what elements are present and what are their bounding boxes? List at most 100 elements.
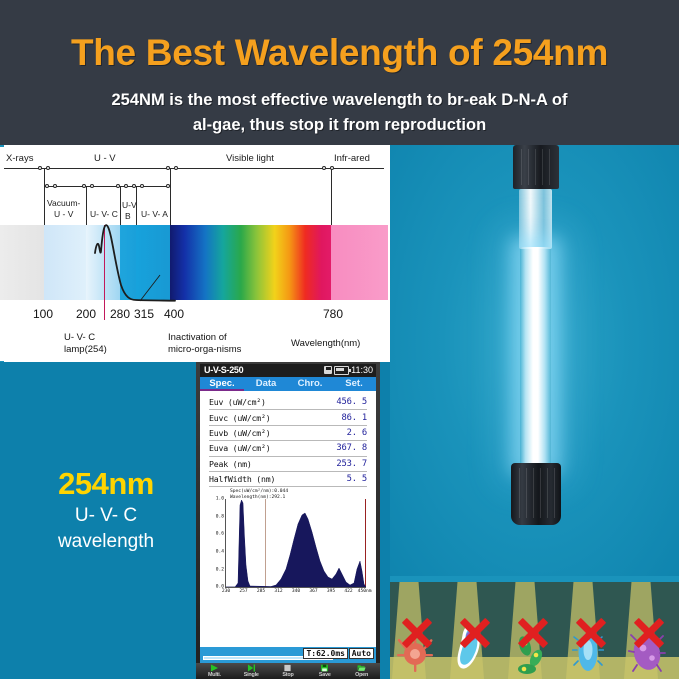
ruler-dot [330, 166, 334, 170]
subband-label-uva: U- V- A [141, 209, 168, 219]
device-clock: 11:30 [351, 365, 373, 375]
subband-label-uvc: U- V- C [90, 209, 118, 219]
x-tick: 285 [256, 588, 266, 594]
toolbar-button-single[interactable]: Single [233, 663, 270, 679]
tab-spec[interactable]: Spec. [200, 377, 244, 391]
subband-label-uvb-1: U-V [122, 200, 137, 210]
device-spectrum-plot: Spec(uW/cm²/nm):0.044 Wavelength(nm):292… [200, 487, 376, 606]
callout-inactivation-line2: micro-orga-nisms [168, 344, 242, 355]
table-row: HalfWidth (nm) 5. 5 [209, 472, 368, 488]
play-icon [210, 664, 218, 672]
ruler-dot [124, 184, 128, 188]
band-uva [136, 225, 170, 300]
integration-time-field[interactable]: T:62.0ms [303, 648, 348, 659]
row-key: Euv (uW/cm²) [209, 397, 266, 408]
toolbar-label: Multi. [207, 672, 221, 678]
subband-label-uvb-2: B [125, 211, 131, 221]
spectrum-color-band [0, 225, 388, 300]
toolbar-button-save[interactable]: Save [306, 663, 343, 679]
row-key: Euva (uW/cm²) [209, 443, 271, 454]
table-row: Peak (nm) 253. 7 [209, 457, 367, 472]
top-ruler-line [4, 168, 384, 169]
row-key: Euvb (uW/cm²) [209, 427, 271, 438]
ruler-dot [322, 166, 326, 170]
device-model-label: U-V-S-250 [204, 365, 244, 375]
ruler-dot [132, 184, 136, 188]
sd-card-icon [324, 366, 333, 374]
header-banner: The Best Wavelength of 254nm 254NM is th… [0, 0, 679, 145]
spectrum-trace [226, 499, 366, 588]
device-status-bar: U-V-S-250 11:30 [200, 364, 376, 377]
device-tab-bar[interactable]: Spec. Data Chro. Set. [200, 377, 376, 391]
tab-chro[interactable]: Chro. [297, 378, 323, 389]
plot-annotation: Spec(uW/cm²/nm):0.044 Wavelength(nm):292… [230, 489, 288, 501]
band-label-visible: Visible light [226, 153, 274, 164]
row-value: 2. 6 [346, 427, 368, 438]
electromagnetic-spectrum-chart: X-rays U - V Visible light Infr-ared Vac… [0, 147, 388, 361]
red-x-icon [574, 616, 608, 650]
axis-tick-280: 280 [110, 307, 131, 321]
plot-area: 1.0 0.8 0.6 0.4 0.2 0.0 230 257 285 312 … [216, 497, 372, 594]
battery-icon [334, 365, 352, 375]
row-key: HalfWidth (nm) [209, 474, 276, 485]
band-vacuum-uv [44, 225, 86, 300]
device-toolbar[interactable]: Multi. Single Stop Save [196, 663, 380, 679]
x-tick: 450nm [357, 588, 372, 594]
plot-annotation-wavelength: Wavelength(nm):292.1 [230, 495, 286, 501]
band-label-xrays: X-rays [6, 153, 34, 164]
uvc-254-marker-line [104, 225, 106, 320]
subband-label-vacuum-uv-2: U - V [54, 209, 74, 219]
red-x-icon [458, 616, 492, 650]
toolbar-button-stop[interactable]: Stop [270, 663, 307, 679]
table-row: Euvc (uW/cm²) 86. 1 [209, 410, 368, 426]
callout-inactivation-line1: Inactivation of [168, 332, 227, 343]
axis-tick-780: 780 [323, 307, 344, 321]
band-label-infrared: Infr-ared [334, 153, 370, 164]
callout-uvc-lamp: U- V- C lamp(254) [64, 332, 107, 356]
lamp-glowing-tube [520, 247, 551, 465]
floppy-save-icon [321, 664, 329, 672]
ruler-dot [82, 184, 86, 188]
uvc-emission-curve [94, 224, 176, 302]
toolbar-button-multi[interactable]: Multi. [196, 663, 233, 679]
table-row: Euv (uW/cm²) 456. 5 [209, 395, 367, 411]
pond-top-strip [390, 576, 679, 584]
callout-inactivation: Inactivation of micro-orga-nisms [168, 332, 241, 356]
axis-tick-315: 315 [134, 307, 155, 321]
gain-mode-field[interactable]: Auto [348, 648, 374, 659]
tab-set[interactable]: Set. [345, 378, 363, 389]
stop-icon [284, 664, 292, 672]
measurement-table: Euv (uW/cm²) 456. 5 Euvc (uW/cm²) 86. 1 … [200, 391, 376, 488]
callout-uvc-lamp-line1: U- V- C [64, 332, 96, 343]
ruler-dot [174, 166, 178, 170]
y-tick: 0.6 [215, 531, 224, 537]
table-row: Euvb (uW/cm²) 2. 6 [209, 426, 368, 442]
cursor-line-left[interactable] [265, 499, 267, 588]
callout-value: 254nm [58, 466, 154, 501]
callout-line-1: U- V- C [74, 505, 138, 526]
red-x-icon [516, 616, 550, 650]
uv-spectrometer-device: U-V-S-250 11:30 Spec. Data Chro. Set. Eu… [196, 362, 380, 679]
lamp-top-cap [513, 145, 559, 189]
band-visible [170, 225, 331, 300]
x-tick: 312 [274, 588, 283, 594]
ruler-dot [53, 184, 57, 188]
lamp-bottom-cap [511, 463, 561, 525]
x-tick: 340 [291, 588, 301, 594]
lamp-glass-neck [519, 189, 552, 249]
uv-ruler-line [44, 186, 169, 187]
ruler-dot [38, 166, 42, 170]
row-value: 86. 1 [341, 412, 368, 423]
subband-label-vacuum-uv-1: Vacuum- [47, 198, 81, 208]
microbe-kill-scene [390, 582, 679, 679]
callout-line-2: wavelength [57, 531, 155, 552]
tab-data[interactable]: Data [255, 378, 277, 389]
toolbar-button-open[interactable]: Open [343, 663, 380, 679]
x-tick: 367 [309, 588, 318, 594]
status-right-group: 11:30 [324, 365, 373, 375]
row-value: 5. 5 [346, 474, 368, 485]
toolbar-label: Open [355, 672, 369, 678]
cursor-line-right[interactable] [364, 499, 366, 588]
ruler-dot [46, 166, 50, 170]
